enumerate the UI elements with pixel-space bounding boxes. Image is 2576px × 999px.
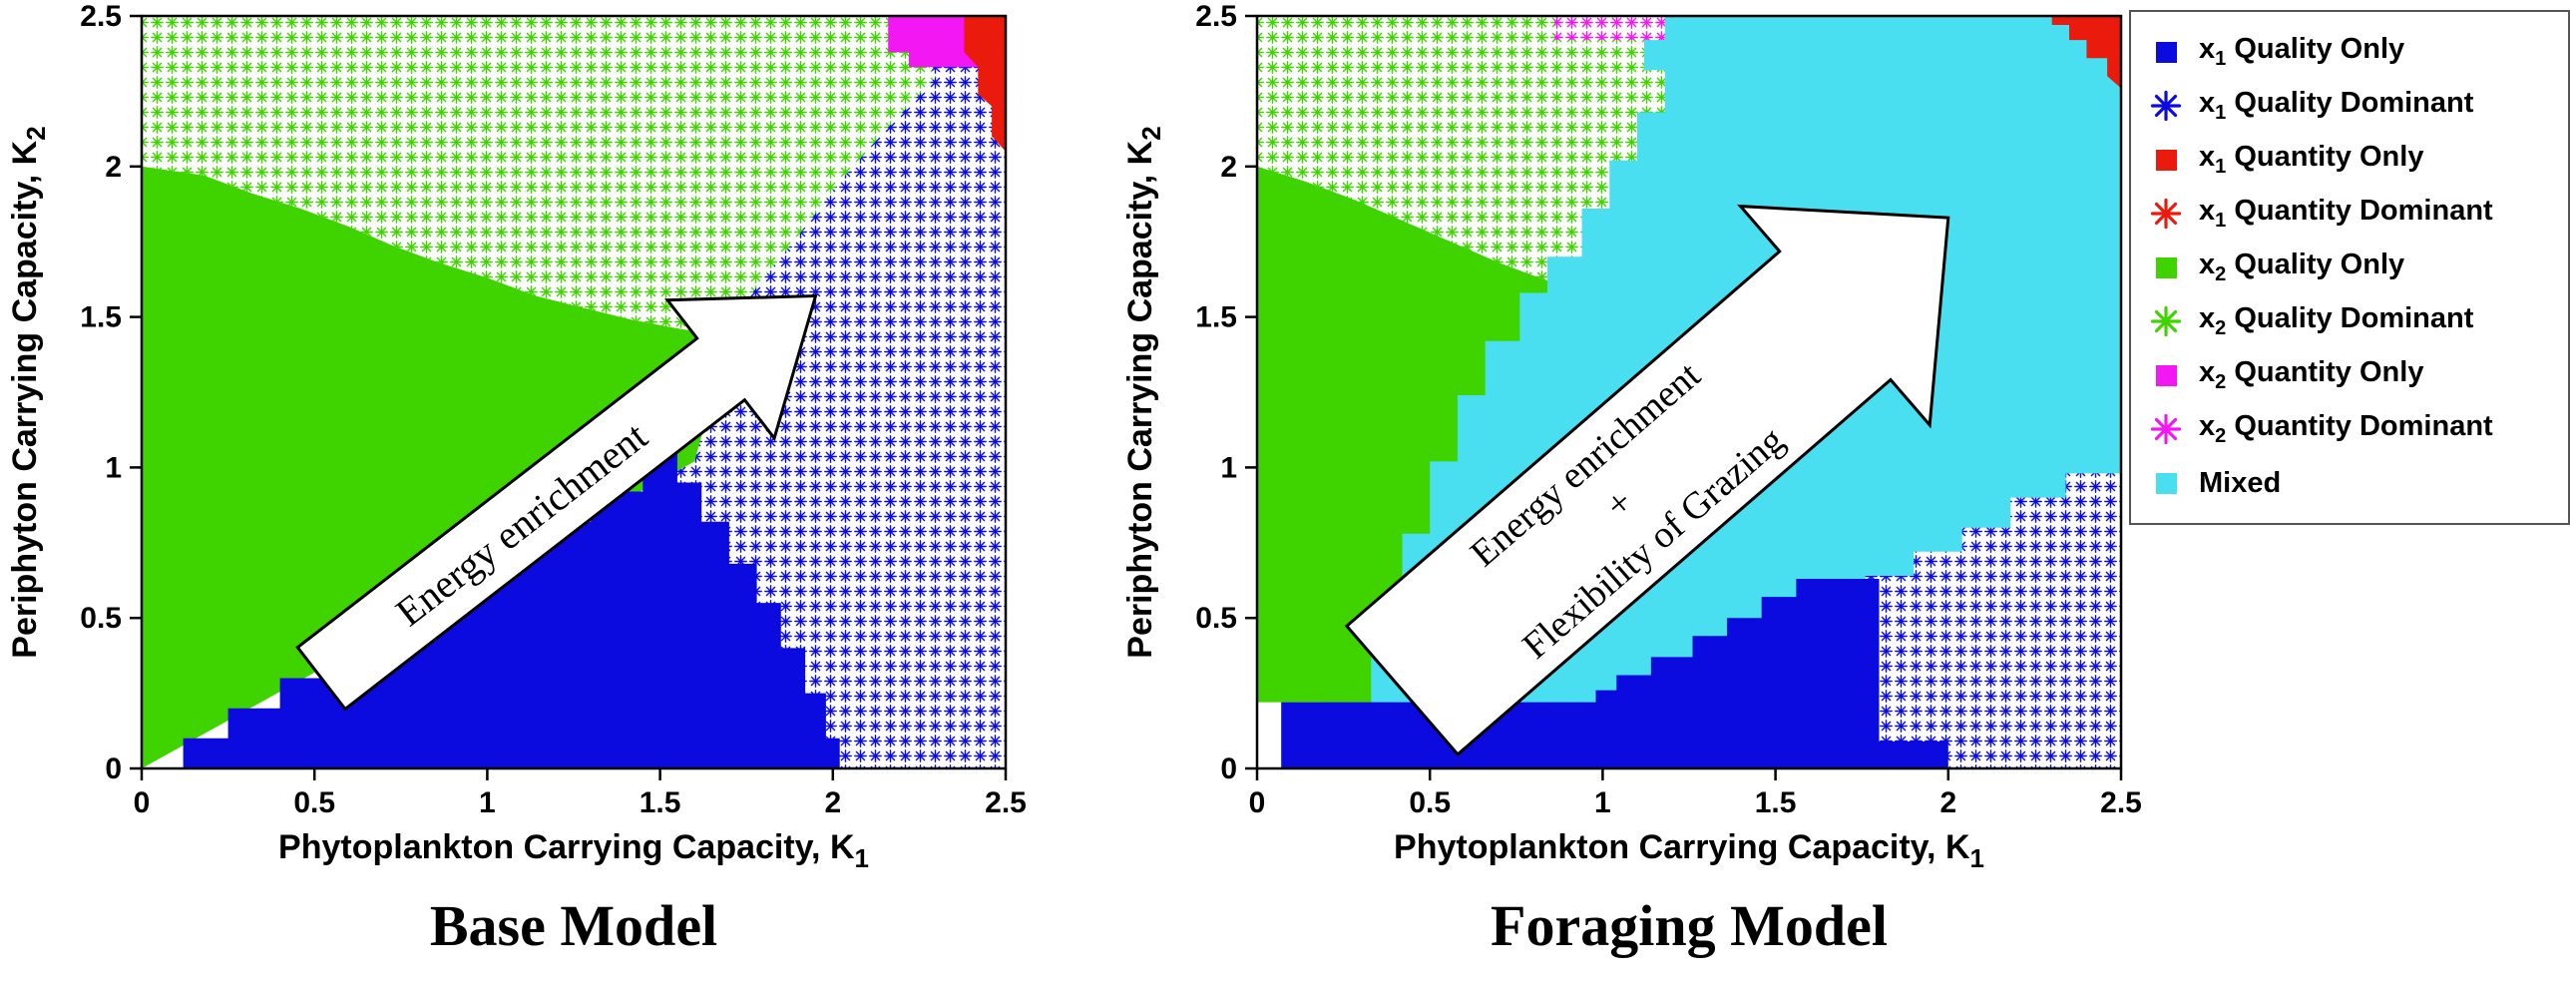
legend-entry-1: x1 Quality Dominant: [2143, 84, 2556, 128]
region-base-x2-quantity-only: [888, 16, 979, 68]
legend-label-6: x2 Quantity Only: [2199, 356, 2424, 393]
plot-block-foraging-model: Energy enrichment+Flexibility of Grazing…: [1115, 0, 2173, 999]
y-tick-foraging-1.5: 1.5: [1195, 301, 1237, 334]
x-tick-base-0.5: 0.5: [293, 786, 335, 819]
annotation-arrow-base: [295, 293, 818, 712]
plot-title-base: Base Model: [429, 893, 718, 958]
y-tick-base-2.5: 2.5: [80, 0, 122, 33]
legend-entry-4: x2 Quality Only: [2143, 246, 2556, 289]
x-tick-foraging-1: 1: [1594, 786, 1611, 819]
legend-entry-0: x1 Quality Only: [2143, 30, 2556, 74]
y-tick-foraging-1: 1: [1220, 451, 1237, 484]
plot-title-foraging: Foraging Model: [1491, 893, 1888, 958]
legend-label-1: x1 Quality Dominant: [2199, 87, 2474, 124]
region-base-x2-quality-only: [142, 166, 729, 768]
x-tick-base-1: 1: [479, 786, 496, 819]
regions-foraging: Energy enrichment+Flexibility of Grazing: [1257, 16, 2121, 768]
y-tick-base-1.5: 1.5: [80, 301, 122, 334]
region-base-x1-quantity-only: [964, 16, 1006, 152]
axes-box-base: [140, 14, 1008, 770]
legend-label-7: x2 Quantity Dominant: [2199, 410, 2493, 447]
y-axis-label-foraging: Periphyton Carrying Capacity, K2: [1121, 126, 1166, 658]
y-tick-foraging-0.5: 0.5: [1195, 602, 1237, 635]
regions-base: Energy enrichment: [142, 16, 1006, 768]
y-tick-foraging-0: 0: [1220, 752, 1237, 785]
legend-label-0: x1 Quality Only: [2199, 33, 2405, 70]
axes-box-foraging: [1255, 14, 2123, 770]
x-tick-foraging-1.5: 1.5: [1755, 786, 1797, 819]
y-tick-base-2: 2: [105, 151, 122, 184]
legend-marker-square-magenta-icon: [2143, 364, 2189, 386]
y-tick-base-1: 1: [105, 451, 122, 484]
legend-label-2: x1 Quantity Only: [2199, 141, 2424, 178]
y-tick-base-0.5: 0.5: [80, 602, 122, 635]
region-foraging-x1-quantity-only: [2051, 16, 2121, 89]
plot-svg-base: Energy enrichment 0 0.5 1 1.5 2 2.5 0 0.5 1 1.5 2 2.…: [6, 0, 1027, 873]
legend-entry-7: x2 Quantity Dominant: [2143, 407, 2556, 451]
legend-entry-6: x2 Quantity Only: [2143, 353, 2556, 397]
x-tick-foraging-0: 0: [1249, 786, 1266, 819]
legend-entry-3: x1 Quantity Dominant: [2143, 192, 2556, 236]
x-tick-foraging-0.5: 0.5: [1409, 786, 1451, 819]
legend-marker-asterisk-blue-icon: [2143, 89, 2189, 123]
legend-label-5: x2 Quality Dominant: [2199, 302, 2474, 339]
annotation-arrow-foraging: [1344, 204, 1950, 757]
legend-marker-asterisk-green-icon: [2143, 304, 2189, 338]
legend-entry-2: x1 Quantity Only: [2143, 138, 2556, 182]
legend-label-8: Mixed: [2199, 466, 2282, 499]
legend-marker-asterisk-magenta-icon: [2143, 412, 2189, 446]
legend-marker-square-green-icon: [2143, 256, 2189, 278]
x-axis-label-foraging: Phytoplankton Carrying Capacity, K1: [1394, 828, 1984, 873]
x-tick-base-2.5: 2.5: [985, 786, 1027, 819]
plot-svg-foraging: Energy enrichment+Flexibility of Grazing…: [1121, 0, 2142, 873]
region-foraging-x2-quality-only: [1257, 166, 1547, 703]
region-foraging-x2-quantity-dominant: [1553, 16, 1665, 41]
y-tick-base-0: 0: [105, 752, 122, 785]
legend-entry-5: x2 Quality Dominant: [2143, 299, 2556, 343]
legend-label-4: x2 Quality Only: [2199, 249, 2405, 285]
region-foraging-x1-quality-dominant: [1865, 473, 2121, 768]
y-tick-foraging-2.5: 2.5: [1195, 0, 1237, 33]
legend-entry-8: Mixed: [2143, 461, 2556, 505]
legend-marker-square-blue-icon: [2143, 41, 2189, 63]
y-axis-label-base: Periphyton Carrying Capacity, K2: [6, 126, 51, 658]
legend-label-3: x1 Quantity Dominant: [2199, 195, 2493, 232]
x-tick-base-1.5: 1.5: [640, 786, 681, 819]
legend: x1 Quality Only x1 Quality Dominant x1 Qua…: [2129, 10, 2570, 525]
x-axis-label-base: Phytoplankton Carrying Capacity, K1: [278, 828, 869, 873]
x-tick-foraging-2.5: 2.5: [2100, 786, 2142, 819]
x-tick-base-0: 0: [134, 786, 151, 819]
legend-marker-asterisk-red-icon: [2143, 197, 2189, 231]
legend-marker-square-red-icon: [2143, 149, 2189, 171]
region-base-x1-quality-only: [142, 446, 840, 768]
region-foraging-x2-quality-dominant: [1257, 16, 1665, 281]
y-tick-foraging-2: 2: [1220, 151, 1237, 184]
x-tick-foraging-2: 2: [1939, 786, 1956, 819]
region-base-x2-quality-dominant: [142, 16, 937, 335]
x-tick-base-2: 2: [824, 786, 841, 819]
plot-block-base-model: Energy enrichment 0 0.5 1 1.5 2 2.5 0 0.5 1 1.5 2 2.…: [0, 0, 1058, 999]
legend-marker-square-cyan-icon: [2143, 472, 2189, 494]
